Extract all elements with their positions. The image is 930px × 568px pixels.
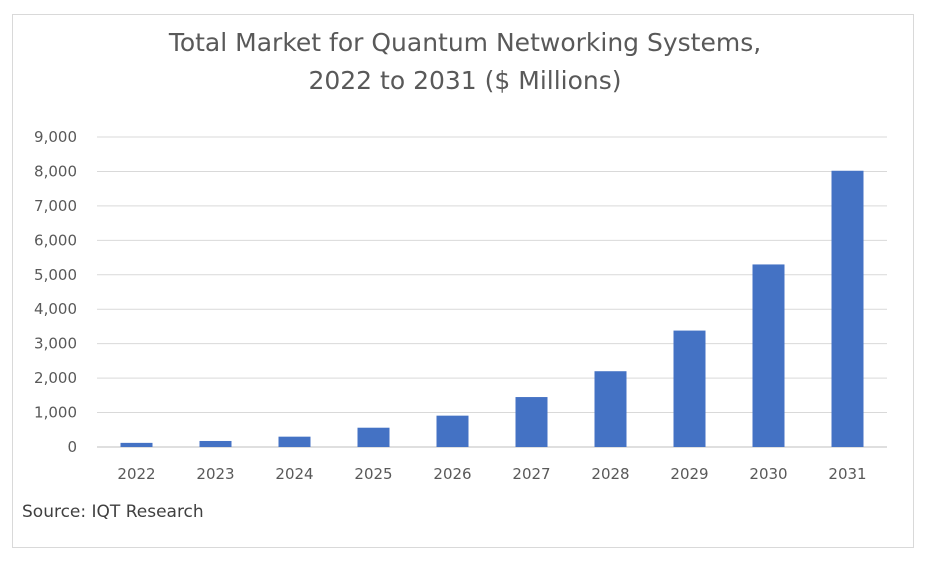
bars [120,170,864,447]
bar-2030 [752,264,785,447]
y-tick-label: 1,000 [34,404,77,422]
bar-2026 [436,415,469,447]
x-tick-label: 2022 [117,465,155,483]
x-tick-label: 2030 [749,465,787,483]
y-tick-label: 4,000 [34,300,77,318]
chart-title-line-1: Total Market for Quantum Networking Syst… [168,28,762,57]
y-tick-label: 6,000 [34,231,77,249]
source-note: Source: IQT Research [22,502,204,522]
bar-2022 [120,442,153,447]
chart-title: Total Market for Quantum Networking Syst… [0,24,930,100]
y-tick-label: 3,000 [34,335,77,353]
x-tick-label: 2025 [354,465,392,483]
bar-2024 [278,436,311,447]
bar-2025 [357,427,390,447]
y-tick-label: 7,000 [34,197,77,215]
x-axis-ticks: 2022 2023 2024 2025 2026 2027 2028 2029 2030 2031 [117,465,866,483]
x-tick-label: 2026 [433,465,471,483]
x-tick-label: 2029 [670,465,708,483]
bar-2031 [831,170,864,447]
x-tick-label: 2031 [828,465,866,483]
x-tick-label: 2028 [591,465,629,483]
y-tick-label: 2,000 [34,369,77,387]
y-tick-label: 9,000 [34,128,77,146]
y-tick-label: 5,000 [34,266,77,284]
x-tick-label: 2027 [512,465,550,483]
x-tick-label: 2023 [196,465,234,483]
y-tick-label: 0 [67,438,77,456]
bar-2027 [515,397,548,447]
chart-title-line-2: 2022 to 2031 ($ Millions) [308,66,622,95]
y-tick-label: 8,000 [34,162,77,180]
bar-2028 [594,371,627,447]
x-tick-label: 2024 [275,465,313,483]
y-axis-ticks: 0 1,000 2,000 3,000 4,000 5,000 6,000 7,000 8,00… [34,128,77,456]
bar-2029 [673,330,706,447]
bar-2023 [199,440,232,447]
